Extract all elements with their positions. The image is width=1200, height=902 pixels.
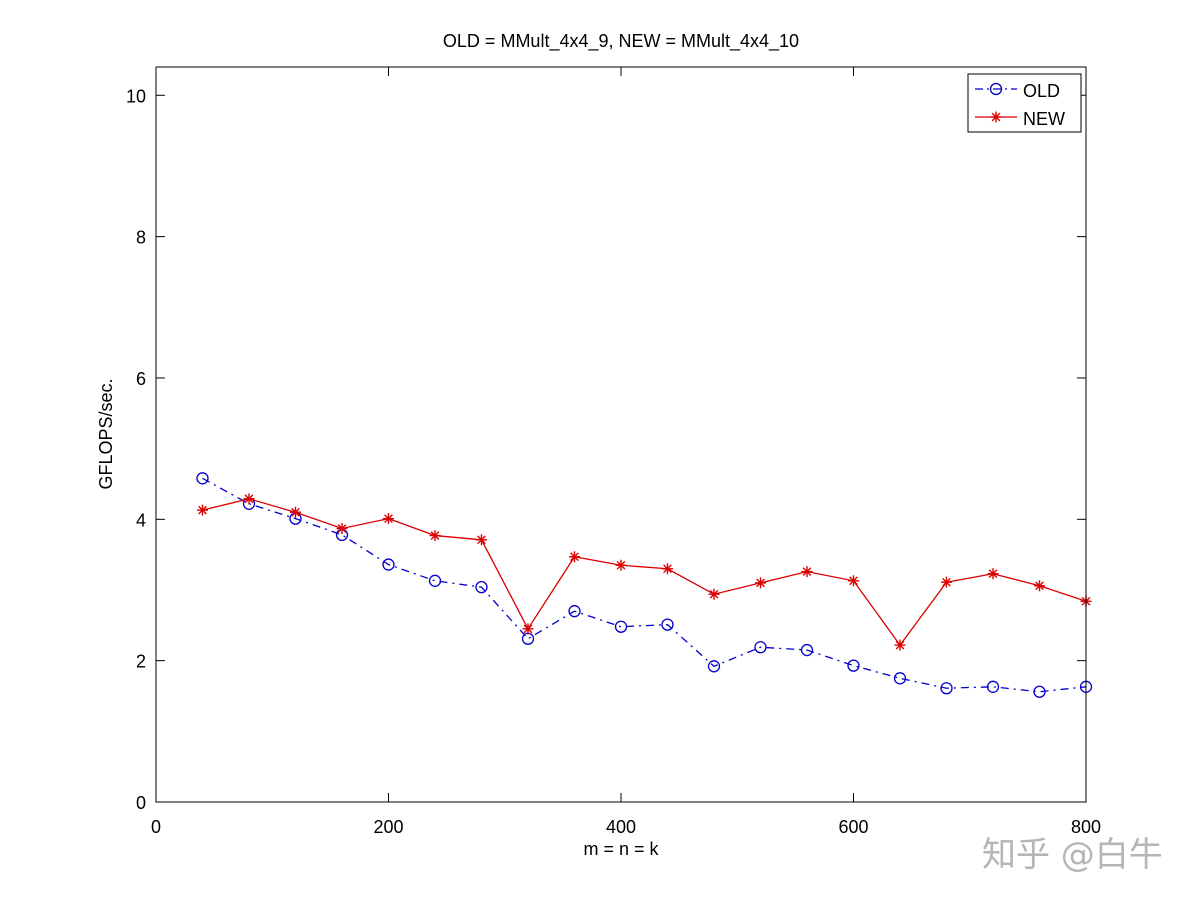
series-old-point (893, 672, 907, 685)
asterisk-stroke (991, 112, 1001, 122)
y-tick-label: 8 (136, 228, 146, 248)
series-new-point (569, 551, 580, 563)
series-old-point (754, 641, 767, 654)
asterisk-stroke (523, 624, 533, 634)
plot-marks (196, 472, 1093, 698)
x-tick-label: 0 (151, 817, 161, 837)
series-old-point (475, 581, 488, 594)
asterisk-stroke (663, 564, 672, 574)
legend-new-marker (990, 111, 1002, 123)
asterisk-stroke (802, 567, 812, 576)
asterisk-stroke (756, 578, 765, 588)
legend-box (967, 73, 1082, 133)
series-new-point (383, 513, 394, 525)
asterisk-stroke (198, 505, 207, 515)
legend-old-marker (989, 82, 1003, 96)
series-new-point (987, 568, 999, 580)
series-new-point (243, 493, 255, 505)
series-old-point (661, 618, 674, 631)
series-old-point (568, 605, 581, 618)
series-new-point (615, 559, 627, 571)
asterisk-stroke (895, 640, 905, 650)
series-new-point (708, 588, 720, 600)
asterisk-stroke (709, 589, 719, 599)
asterisk-stroke (244, 494, 254, 504)
legend: OLD NEW (967, 73, 1082, 133)
legend-old-label: OLD (1023, 81, 1060, 101)
watermark: 知乎 @白牛 (982, 835, 1163, 875)
plot-frame (155, 66, 1087, 803)
series-old-line (202, 477, 1087, 693)
asterisk-stroke (988, 569, 998, 579)
series-old-point (1033, 685, 1046, 698)
series-new-point (662, 563, 673, 575)
series-new-point (1034, 580, 1045, 592)
asterisk-stroke (337, 524, 347, 533)
series-old-point (614, 620, 628, 633)
series-new-point (197, 504, 208, 516)
series-new-point (848, 575, 859, 587)
y-axis-label: GFLOPS/sec. (96, 378, 116, 489)
y-tick-label: 10 (126, 86, 146, 106)
series-new-line (202, 498, 1087, 647)
x-axis-label: m = n = k (583, 839, 659, 859)
asterisk-stroke (291, 507, 300, 517)
asterisk-stroke (477, 535, 486, 545)
x-tick-label: 400 (606, 817, 636, 837)
series-old-point (940, 682, 953, 695)
series-new-point (522, 623, 534, 635)
y-tick-label: 6 (136, 369, 146, 389)
series-new-point (290, 506, 301, 518)
series-old-point (428, 574, 442, 587)
series-new-point (801, 566, 813, 578)
legend-new-asterisk (990, 111, 1002, 123)
asterisk-stroke (570, 552, 579, 562)
asterisk-stroke (849, 576, 858, 586)
asterisk-stroke (430, 531, 440, 540)
asterisk-stroke (616, 560, 626, 570)
series-new-point (476, 534, 487, 546)
x-tick-label: 600 (838, 817, 868, 837)
series-old-point (800, 643, 814, 657)
asterisk-stroke (1035, 581, 1044, 591)
x-tick-label: 800 (1071, 817, 1101, 837)
y-tick-label: 0 (136, 793, 146, 813)
legend-new-label: NEW (1023, 109, 1065, 129)
x-tick-label: 200 (373, 817, 403, 837)
series-new-point (755, 577, 766, 589)
series-old-point (986, 680, 1000, 693)
chart-title: OLD = MMult_4x4_9, NEW = MMult_4x4_10 (443, 31, 799, 52)
y-tick-label: 2 (136, 652, 146, 672)
series-old-point (382, 558, 395, 571)
asterisk-stroke (942, 577, 951, 587)
series-new-point (941, 576, 952, 588)
series-new-point (894, 639, 906, 651)
series-old-point (847, 659, 860, 672)
y-tick-label: 4 (136, 510, 146, 530)
series-old-point (707, 660, 721, 673)
series-new-point (336, 522, 348, 534)
series-new-point (429, 530, 441, 542)
asterisk-stroke (384, 514, 393, 523)
series-old-point (196, 472, 209, 485)
